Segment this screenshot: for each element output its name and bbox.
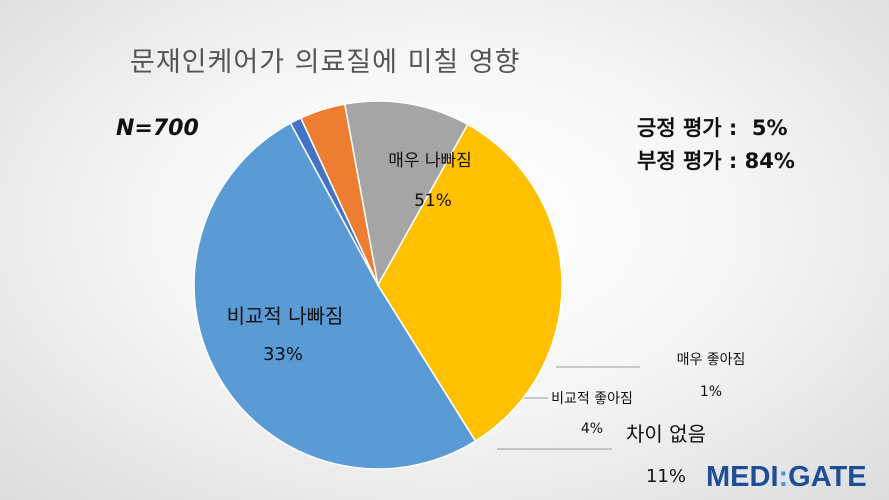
slice-label-2: 매우 좋아짐 xyxy=(677,352,746,368)
slice-value-4: 11% xyxy=(646,466,686,487)
positive-evaluation: 긍정 평가 : 5% xyxy=(637,116,788,140)
evaluation-summary: 긍정 평가 : 5% 부정 평가 : 84% xyxy=(637,112,795,178)
negative-evaluation: 부정 평가 : 84% xyxy=(637,149,795,173)
medigate-logo: MEDI:GATE xyxy=(706,462,867,492)
pie-slice-4 xyxy=(343,100,469,288)
slice-value-1: 51% xyxy=(414,191,452,211)
pie-slice-1 xyxy=(193,122,477,470)
slice-label-1: 매우 나빠짐 xyxy=(388,151,472,171)
slice-label-5: 비교적 나빠짐 xyxy=(227,304,344,328)
slice-value-2: 1% xyxy=(700,384,722,400)
slice-value-3: 4% xyxy=(581,421,603,437)
sample-size-label: N=700 xyxy=(116,116,199,141)
pie-slice-5 xyxy=(377,123,563,443)
slice-value-5: 33% xyxy=(263,344,303,365)
logo-part-medi: MEDI xyxy=(706,461,779,493)
logo-part-gate: GATE xyxy=(788,461,867,493)
chart-title: 문재인케어가 의료질에 미칠 영향 xyxy=(130,47,521,78)
slice-label-4: 차이 없음 xyxy=(626,422,706,446)
slice-label-3: 비교적 좋아짐 xyxy=(551,391,633,407)
logo-separator: : xyxy=(778,461,789,493)
